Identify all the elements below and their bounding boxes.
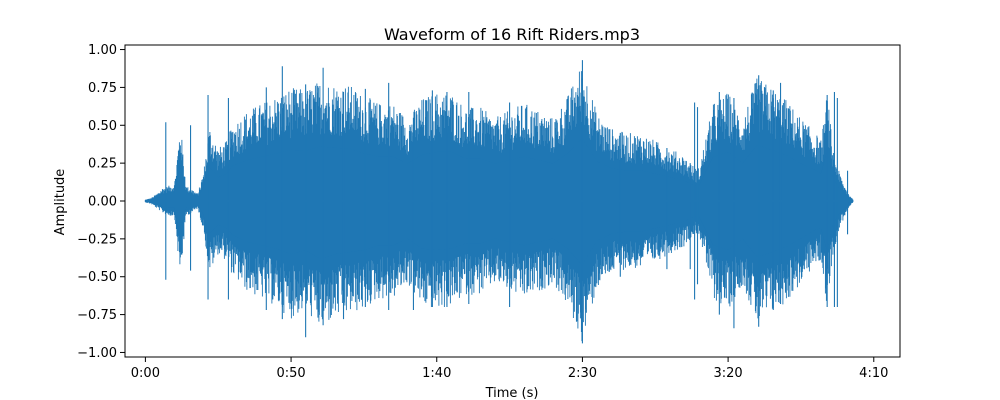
y-tick-label: 0.00 xyxy=(88,195,117,210)
y-tick-label: 0.25 xyxy=(88,157,117,172)
chart-title: Waveform of 16 Rift Riders.mp3 xyxy=(384,25,640,44)
y-tick-label: 0.50 xyxy=(88,119,117,134)
x-tick-label: 2:30 xyxy=(568,366,597,381)
y-tick-label: 0.75 xyxy=(88,81,117,96)
x-tick-label: 4:10 xyxy=(859,366,888,381)
waveform-layer xyxy=(144,60,854,344)
x-tick-label: 1:40 xyxy=(422,366,451,381)
y-tick-label: −0.25 xyxy=(77,232,117,247)
y-tick-label: 1.00 xyxy=(88,43,117,58)
y-tick-label: −0.50 xyxy=(77,270,117,285)
x-tick-label: 3:20 xyxy=(713,366,742,381)
y-tick-label: −0.75 xyxy=(77,308,117,323)
plot-frame xyxy=(124,44,901,358)
x-axis-label: Time (s) xyxy=(485,386,539,400)
x-tick-label: 0:00 xyxy=(131,366,160,381)
x-tick-label: 0:50 xyxy=(276,366,305,381)
axes-layer: 0:00 0:50 1:40 2:30 3:20 4:10 1.00 0.75 0.50 0.25… xyxy=(77,43,888,381)
y-axis-label: Amplitude xyxy=(53,169,68,236)
y-tick-label: −1.00 xyxy=(77,346,117,361)
